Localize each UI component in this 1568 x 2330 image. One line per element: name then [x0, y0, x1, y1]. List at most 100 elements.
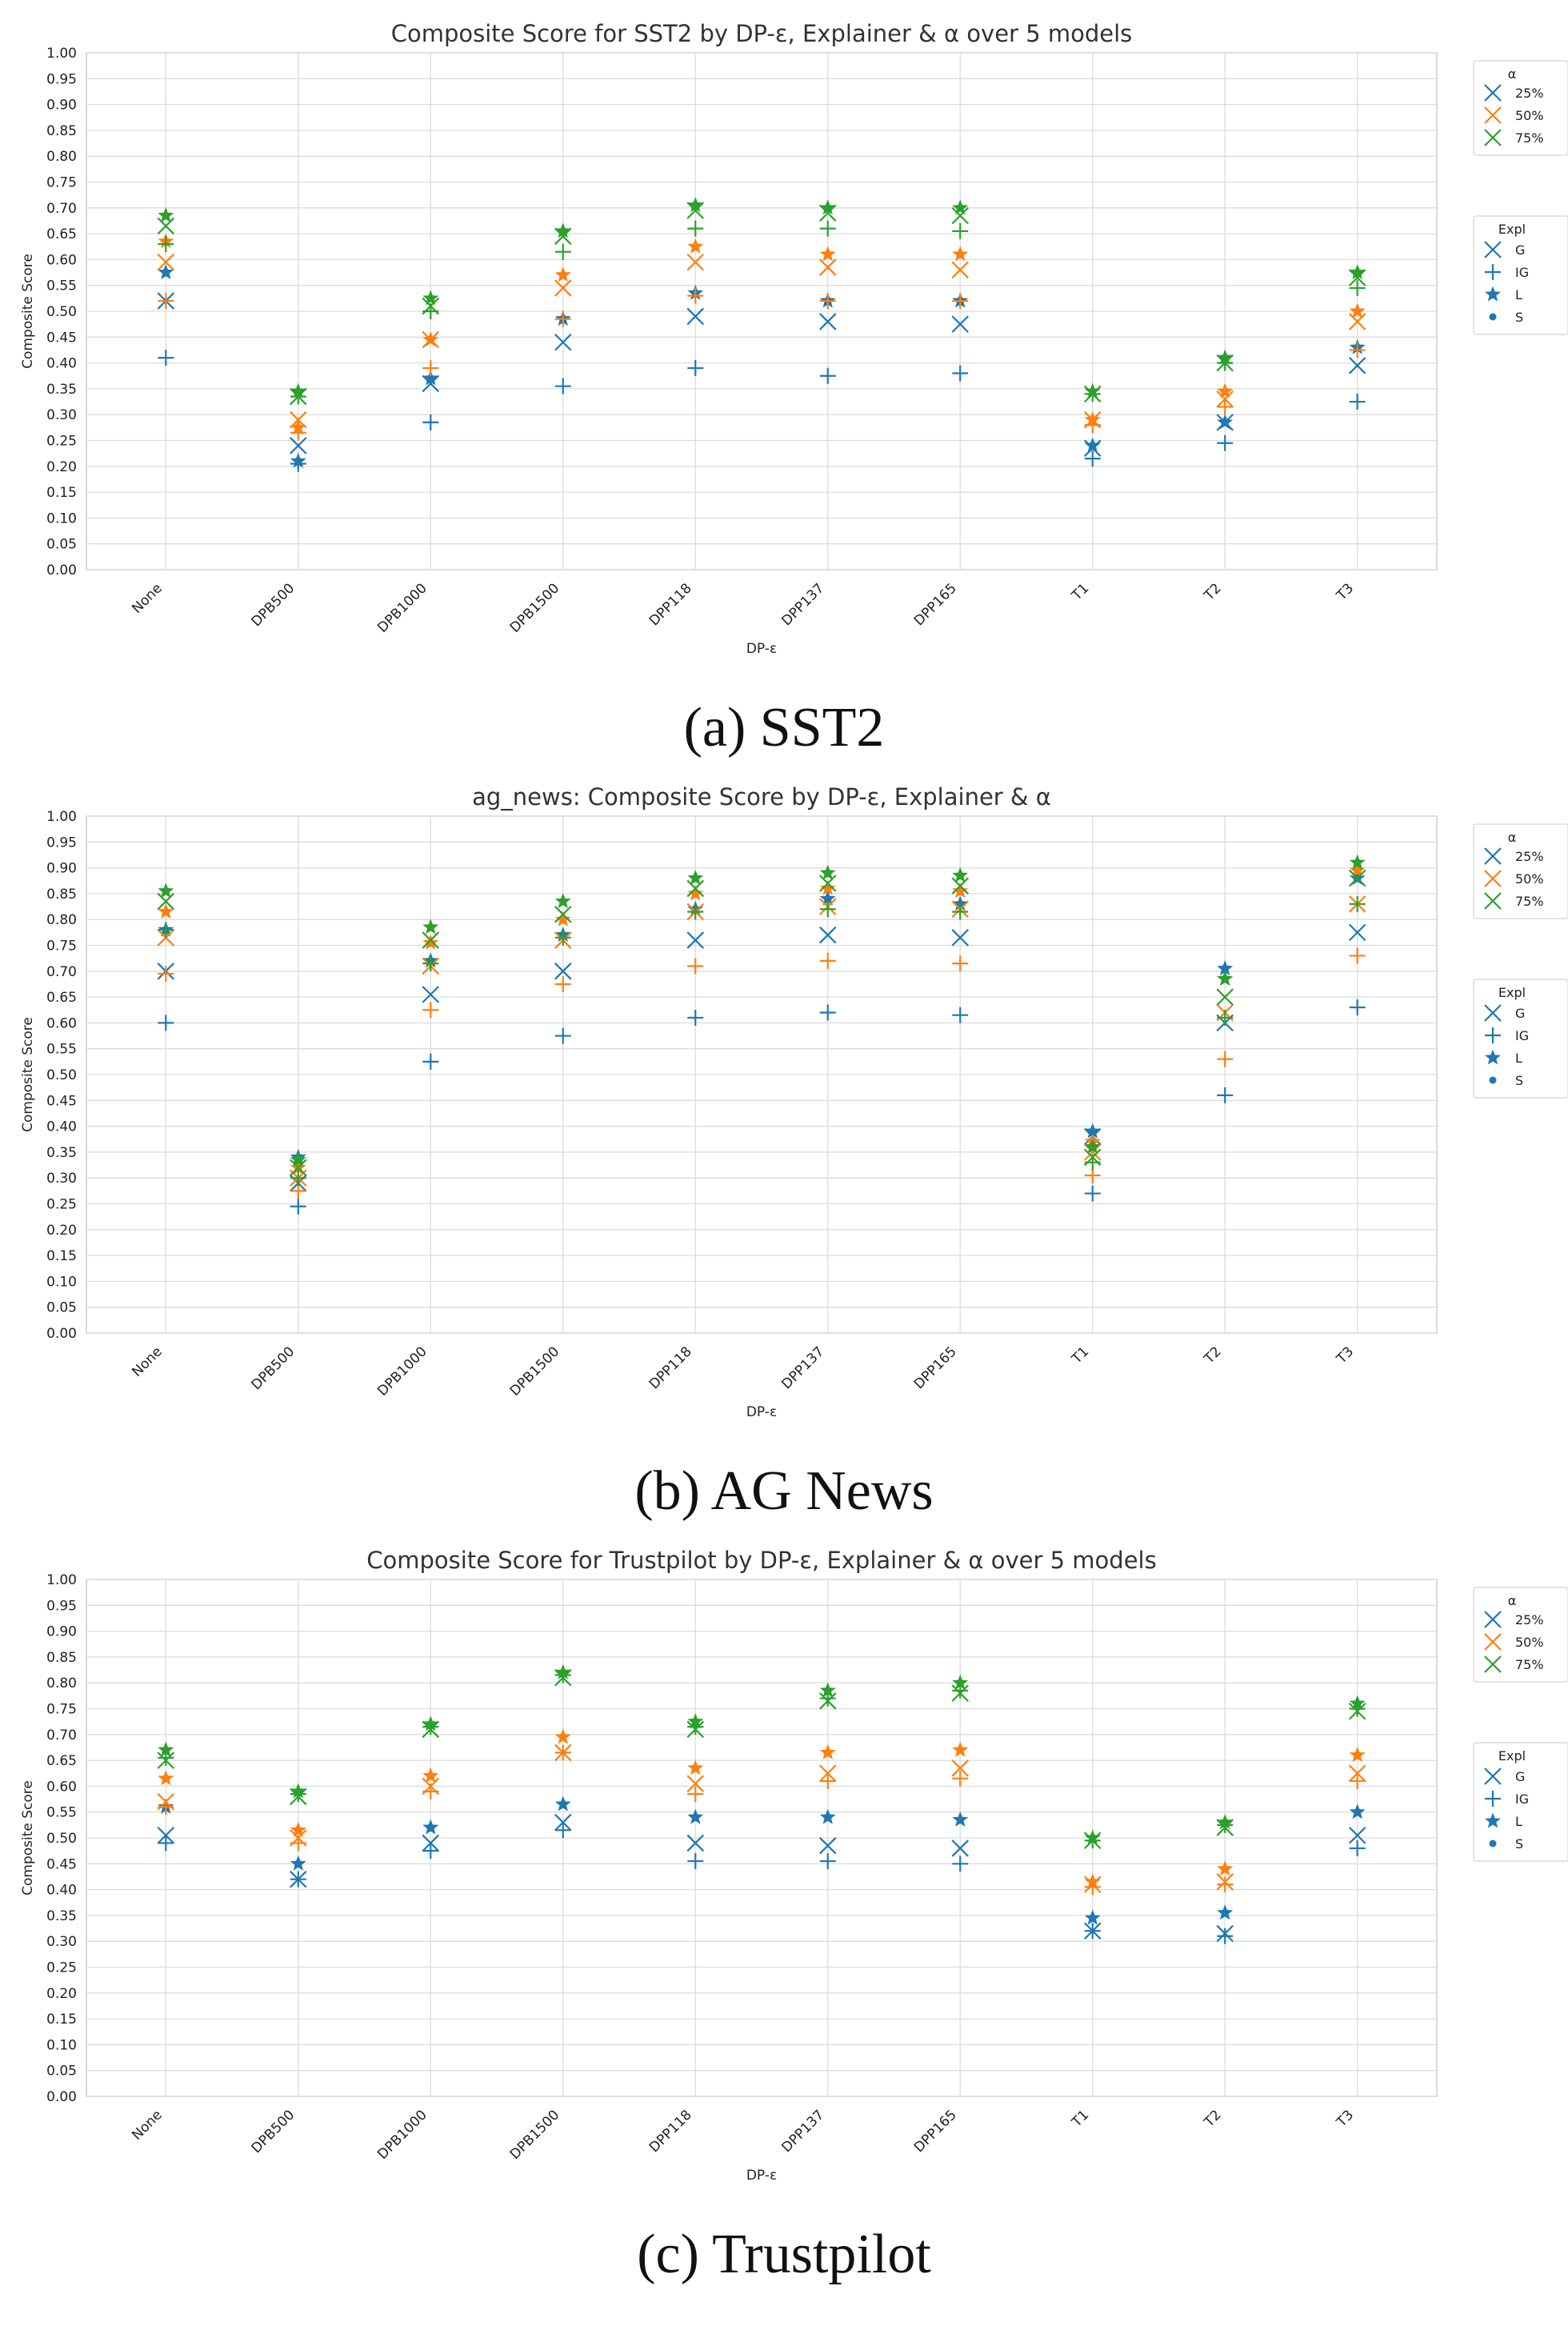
data-point — [554, 266, 571, 282]
data-point — [1348, 869, 1366, 887]
legend-marker-x-icon — [1484, 1611, 1502, 1628]
data-point — [554, 911, 571, 927]
data-point — [290, 1871, 306, 1888]
y-tick-label: 0.95 — [46, 71, 77, 87]
y-tick-label: 0.70 — [46, 201, 77, 217]
data-point — [422, 303, 439, 319]
data-point — [952, 955, 969, 972]
legend-alpha-title: α — [1508, 830, 1517, 845]
data-point — [1083, 1143, 1102, 1161]
y-tick-label: 0.45 — [46, 330, 77, 346]
data-point — [951, 929, 970, 947]
data-point — [1084, 1123, 1101, 1139]
legend-expl-label: IG — [1515, 1792, 1529, 1807]
data-point — [819, 890, 836, 906]
data-point — [290, 452, 306, 468]
data-point — [422, 1768, 439, 1783]
data-point — [290, 1159, 307, 1177]
chart-title: Composite Score for Trustpilot by DP-ε, … — [366, 1547, 1156, 1574]
data-point — [818, 258, 837, 276]
data-point — [290, 1835, 306, 1852]
data-point — [687, 220, 704, 237]
data-point — [554, 1663, 571, 1679]
data-point — [687, 958, 704, 975]
data-point — [290, 1198, 306, 1215]
data-point — [687, 870, 704, 885]
y-tick-label: 0.90 — [46, 98, 77, 114]
y-tick-label: 0.00 — [46, 562, 77, 578]
y-tick-label: 0.75 — [46, 175, 77, 191]
y-axis-label: Composite Score — [20, 1017, 36, 1132]
y-tick-label: 0.15 — [46, 1248, 77, 1264]
legend-marker-x-icon — [1484, 129, 1502, 146]
data-point — [158, 1741, 174, 1757]
data-point — [1349, 1772, 1366, 1789]
legend-expl-label: IG — [1515, 1028, 1529, 1043]
data-point — [952, 903, 969, 920]
legend-star-icon — [1485, 286, 1501, 302]
legend-alpha-label: 25% — [1515, 86, 1544, 101]
y-tick-label: 1.00 — [46, 809, 77, 825]
legend-marker-x-icon — [1484, 106, 1502, 124]
data-point — [952, 293, 969, 310]
data-point — [1084, 1138, 1101, 1154]
data-point — [951, 206, 970, 225]
caption-ag-news: (b) AG News — [634, 1460, 934, 1522]
x-tick-label: DPP137 — [778, 2107, 827, 2156]
data-point — [1217, 1904, 1234, 1920]
data-point — [422, 374, 440, 393]
data-point — [554, 1744, 571, 1761]
x-tick-label: DPB1500 — [507, 1343, 562, 1399]
data-point — [158, 1799, 174, 1816]
legend-expl-title: Expl — [1498, 985, 1526, 1000]
data-point — [686, 1834, 705, 1852]
legend-marker-x-icon — [1484, 1655, 1502, 1673]
y-tick-label: 0.10 — [46, 2037, 77, 2053]
legend-alpha-box — [1473, 1587, 1568, 1683]
y-tick-label: 0.35 — [46, 1908, 77, 1924]
legend-plus-icon — [1485, 264, 1501, 280]
y-tick-label: 0.80 — [46, 1675, 77, 1691]
data-point — [554, 1027, 571, 1044]
data-point — [554, 1796, 571, 1812]
data-point — [1217, 1009, 1234, 1026]
data-point — [1349, 947, 1366, 964]
y-tick-label: 0.60 — [46, 1015, 77, 1031]
data-point — [686, 202, 705, 219]
data-point — [554, 279, 572, 297]
data-point — [290, 1783, 306, 1799]
legend-expl-label: S — [1515, 310, 1523, 325]
legend-alpha-label: 50% — [1515, 108, 1544, 123]
data-point — [422, 1053, 439, 1070]
data-point — [422, 1002, 439, 1019]
data-point — [158, 966, 174, 983]
x-tick-label: DPB500 — [248, 580, 298, 630]
legend-dot-icon — [1489, 1076, 1497, 1084]
data-point — [687, 238, 704, 254]
x-tick-label: DPP165 — [911, 1343, 960, 1392]
data-point — [818, 1836, 837, 1855]
y-tick-label: 0.25 — [46, 1960, 77, 1976]
data-point — [1348, 313, 1366, 330]
y-tick-label: 0.30 — [46, 407, 77, 423]
data-point — [554, 227, 572, 246]
y-tick-label: 0.30 — [46, 1934, 77, 1950]
data-point — [1217, 434, 1234, 451]
x-tick-label: DPB1000 — [374, 580, 430, 635]
data-point — [687, 287, 704, 304]
y-tick-label: 1.00 — [46, 46, 77, 62]
x-tick-label: DPP118 — [646, 1343, 695, 1392]
data-point — [1349, 394, 1366, 410]
legend-marker-x-icon — [1484, 84, 1502, 102]
chart-title: ag_news: Composite Score by DP-ε, Explai… — [472, 783, 1051, 811]
data-point — [554, 1728, 571, 1744]
data-point — [1349, 1695, 1366, 1711]
data-point — [158, 350, 174, 366]
data-point — [554, 310, 571, 327]
data-point — [422, 919, 439, 935]
data-point — [1349, 264, 1366, 279]
y-tick-label: 0.85 — [46, 123, 77, 139]
data-point — [422, 290, 439, 306]
data-point — [290, 1170, 306, 1187]
data-point — [1217, 382, 1234, 398]
